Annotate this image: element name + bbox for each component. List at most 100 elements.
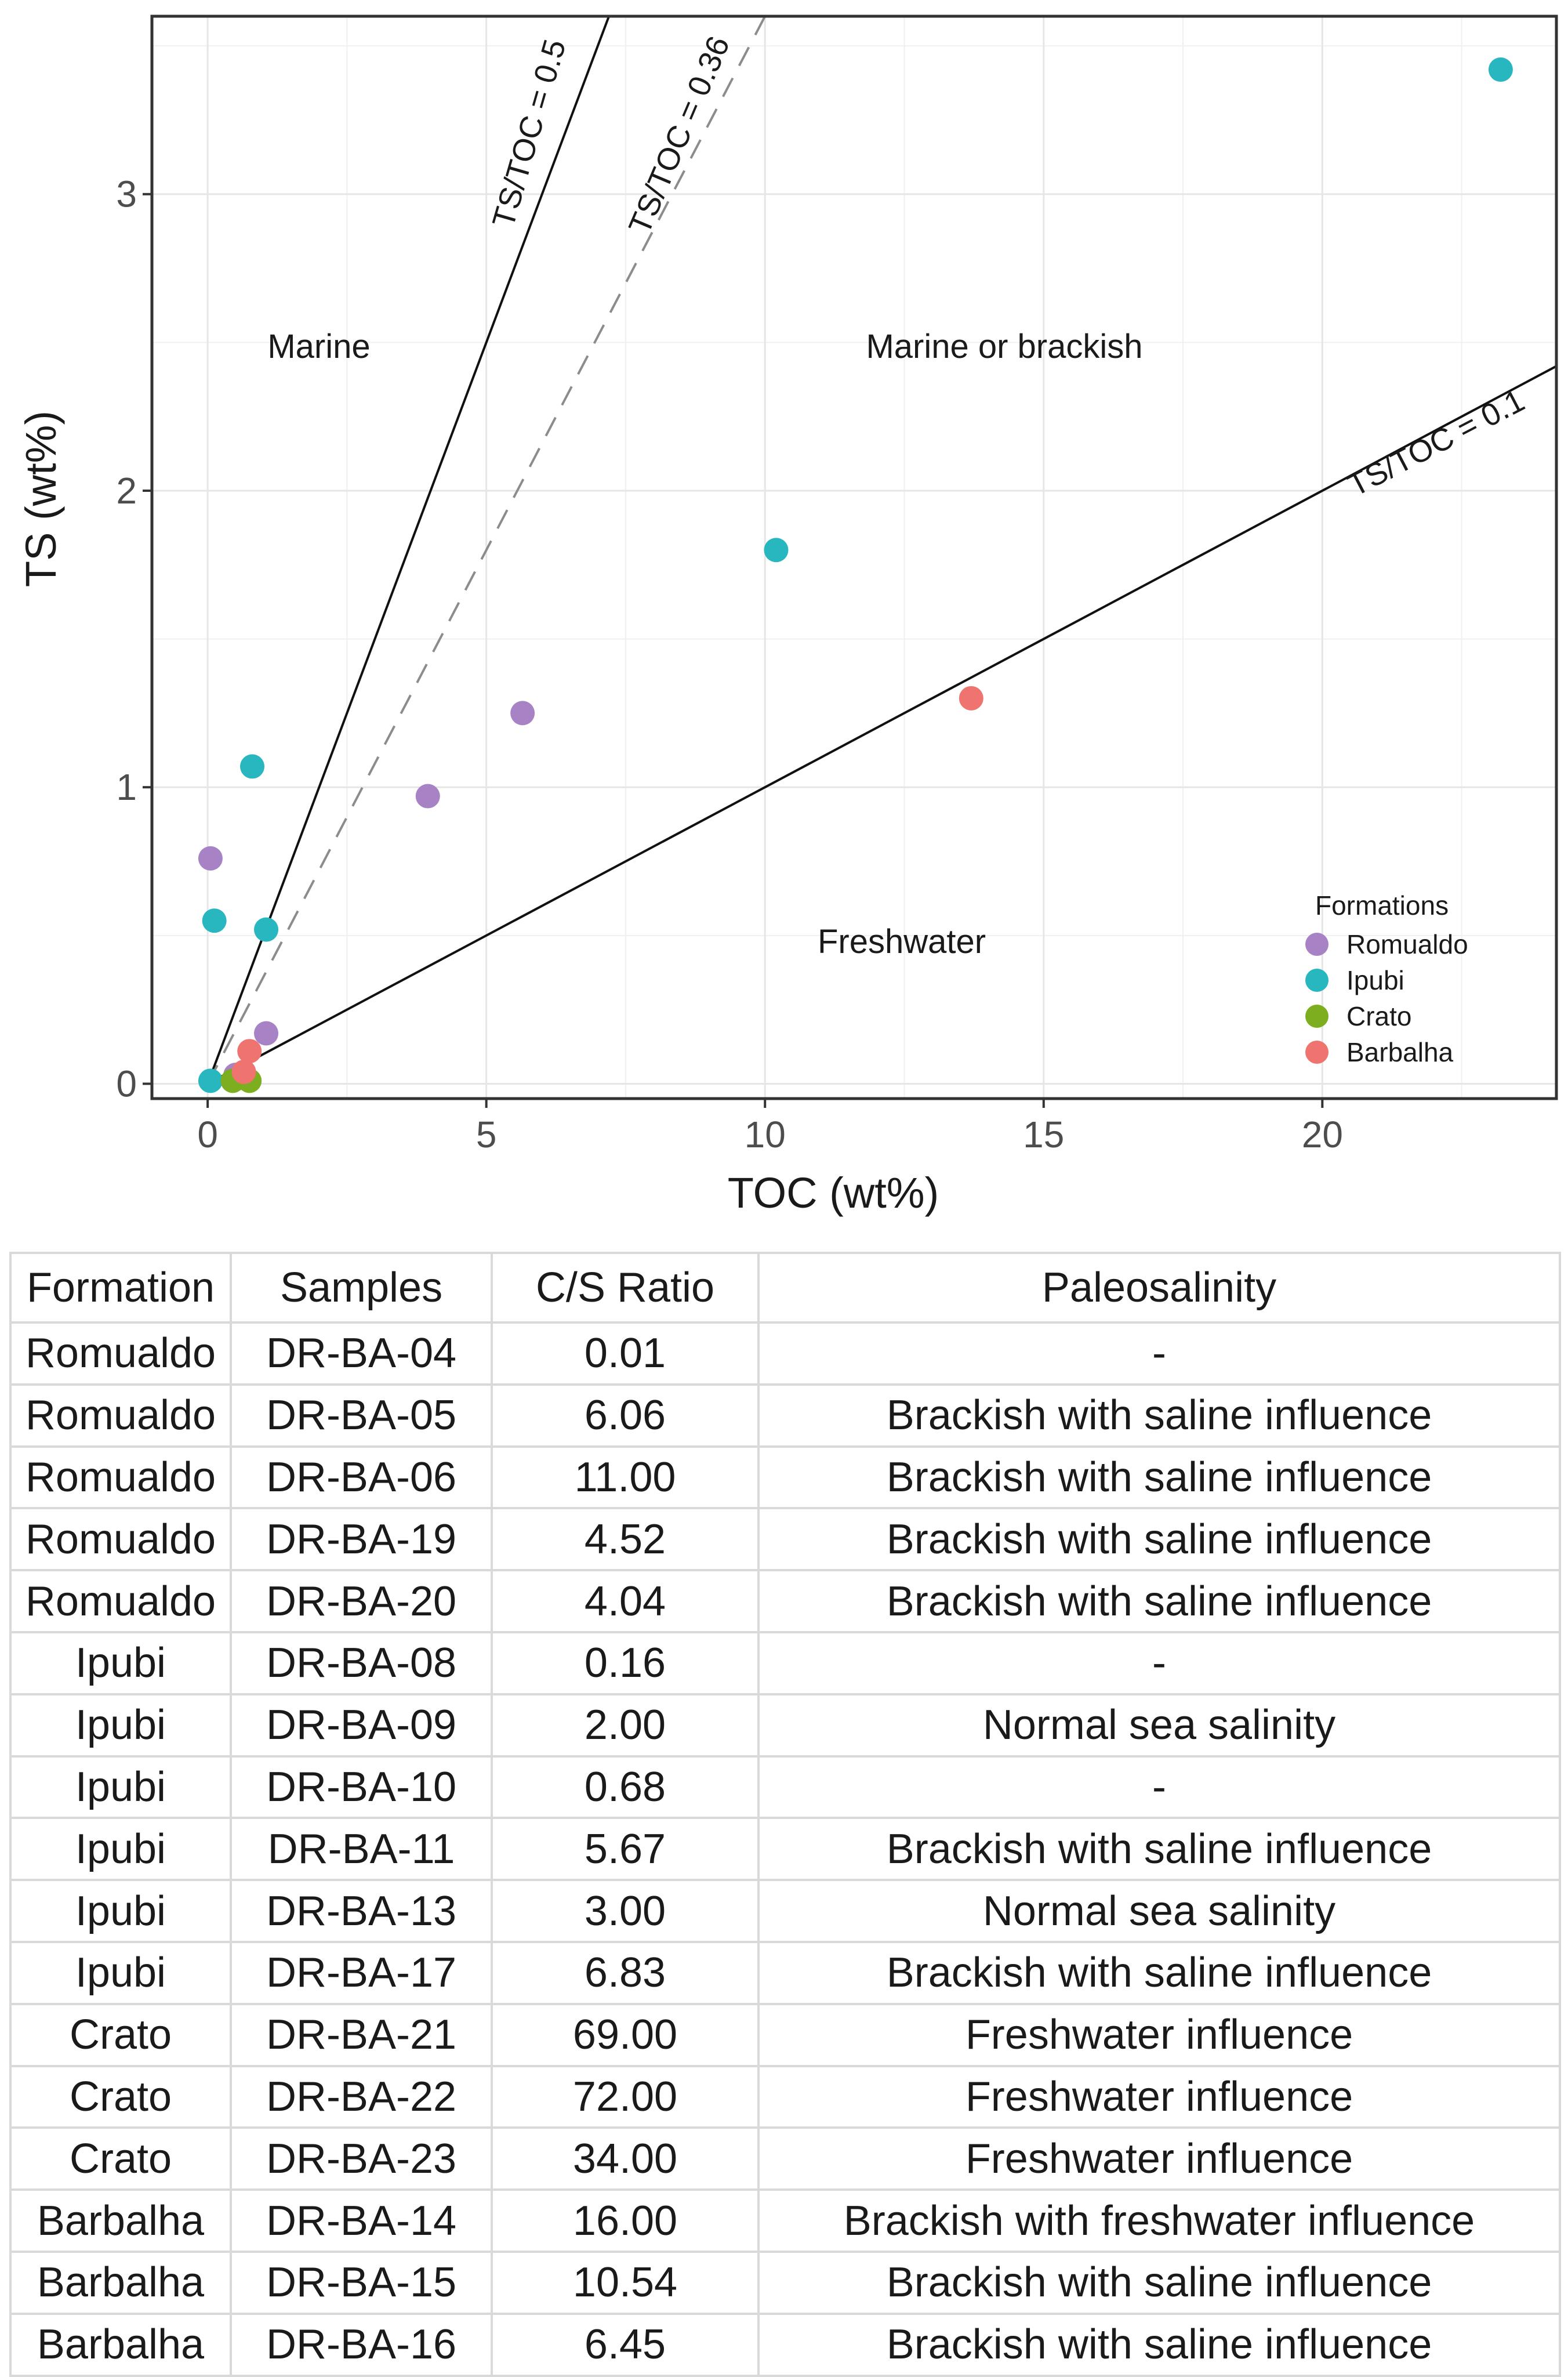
- column-header: Samples: [230, 1252, 493, 1324]
- data-point-barbalha: [237, 1039, 262, 1064]
- table-cell: Normal sea salinity: [757, 1693, 1561, 1758]
- table-cell: Freshwater influence: [757, 2002, 1561, 2067]
- table-row: Romualdo DR-BA-20 4.04 Brackish with saline…: [9, 1569, 1561, 1633]
- table-cell: DR-BA-20: [230, 1569, 493, 1633]
- table-cell: Brackish with freshwater influence: [757, 2188, 1561, 2253]
- region-label-marine-or-brackish: Marine or brackish: [866, 328, 1142, 365]
- table-row: Barbalha DR-BA-14 16.00 Brackish with fresh…: [9, 2188, 1561, 2253]
- table-cell: DR-BA-16: [230, 2312, 493, 2377]
- table-cell: 11.00: [491, 1445, 760, 1510]
- table-cell: 10.54: [491, 2250, 760, 2315]
- table-row: Ipubi DR-BA-09 2.00 Normal sea salinity: [9, 1693, 1561, 1758]
- table-cell: 4.52: [491, 1507, 760, 1572]
- table-row: Crato DR-BA-22 72.00 Freshwater influence: [9, 2064, 1561, 2129]
- table-cell: DR-BA-15: [230, 2250, 493, 2315]
- plot-border: [150, 15, 1558, 1100]
- table-cell: -: [757, 1755, 1561, 1820]
- data-point-romualdo: [254, 1021, 279, 1046]
- y-axis-title: TS (wt%): [17, 411, 65, 587]
- table-cell: 6.83: [491, 1940, 760, 2005]
- table-cell: 5.67: [491, 1817, 760, 1882]
- table-cell: Ipubi: [9, 1693, 232, 1758]
- region-label-freshwater: Freshwater: [818, 923, 986, 961]
- x-tick-label: 0: [197, 1114, 218, 1155]
- table-cell: 72.00: [491, 2064, 760, 2129]
- table-cell: Romualdo: [9, 1321, 232, 1386]
- table-cell: Brackish with saline influence: [757, 1383, 1561, 1448]
- table-cell: DR-BA-17: [230, 1940, 493, 2005]
- table-row: Romualdo DR-BA-06 11.00 Brackish with salin…: [9, 1445, 1561, 1510]
- y-tick-label: 1: [116, 766, 137, 808]
- legend-label: Barbalha: [1346, 1037, 1454, 1067]
- legend-key-romualdo: [1305, 933, 1329, 956]
- table-cell: Brackish with saline influence: [757, 1445, 1561, 1510]
- legend-key-ipubi: [1305, 969, 1329, 992]
- table-cell: Romualdo: [9, 1445, 232, 1510]
- table-row: Ipubi DR-BA-10 0.68-: [9, 1755, 1561, 1820]
- table-cell: Brackish with saline influence: [757, 1940, 1561, 2005]
- data-point-ipubi: [254, 917, 279, 942]
- table-row: Ipubi DR-BA-13 3.00 Normal sea salinity: [9, 1879, 1561, 1943]
- table-cell: 0.16: [491, 1630, 760, 1695]
- table-cell: DR-BA-23: [230, 2126, 493, 2191]
- x-tick-label: 5: [476, 1114, 497, 1155]
- x-tick-label: 15: [1023, 1114, 1064, 1155]
- data-point-ipubi: [202, 908, 227, 933]
- table-cell: DR-BA-04: [230, 1321, 493, 1386]
- table-cell: Brackish with saline influence: [757, 1507, 1561, 1572]
- table-cell: 16.00: [491, 2188, 760, 2253]
- table-cell: 4.04: [491, 1569, 760, 1633]
- table-row: Romualdo DR-BA-04 0.01-: [9, 1321, 1561, 1386]
- table-cell: DR-BA-22: [230, 2064, 493, 2129]
- data-point-ipubi: [240, 754, 264, 779]
- x-tick-label: 10: [745, 1114, 786, 1155]
- table-cell: Romualdo: [9, 1383, 232, 1448]
- y-tick-label: 2: [116, 470, 137, 512]
- table-cell: 6.45: [491, 2312, 760, 2377]
- legend-title: Formations: [1315, 890, 1449, 921]
- region-label-marine: Marine: [267, 328, 370, 365]
- table-cell: Brackish with saline influence: [757, 1569, 1561, 1633]
- table-cell: Ipubi: [9, 1755, 232, 1820]
- table-cell: 3.00: [491, 1879, 760, 1943]
- table-cell: 6.06: [491, 1383, 760, 1448]
- table-cell: Ipubi: [9, 1817, 232, 1882]
- axis-ticks: 0 5 10 15 20 0 1 2 3: [116, 173, 1343, 1155]
- data-point-barbalha: [231, 1059, 256, 1084]
- table-cell: Brackish with saline influence: [757, 2250, 1561, 2315]
- table-cell: Crato: [9, 2126, 232, 2191]
- x-axis-title: TOC (wt%): [728, 1169, 939, 1217]
- table-cell: -: [757, 1321, 1561, 1386]
- table-row: Romualdo DR-BA-19 4.52 Brackish with saline…: [9, 1507, 1561, 1572]
- table-cell: Barbalha: [9, 2312, 232, 2377]
- table-cell: DR-BA-08: [230, 1630, 493, 1695]
- data-point-romualdo: [510, 701, 535, 726]
- table-cell: Ipubi: [9, 1879, 232, 1943]
- table-cell: Brackish with saline influence: [757, 1817, 1561, 1882]
- table-cell: 0.68: [491, 1755, 760, 1820]
- table-cell: Romualdo: [9, 1507, 232, 1572]
- table-row: Ipubi DR-BA-08 0.16-: [9, 1630, 1561, 1695]
- data-point-romualdo: [415, 784, 440, 809]
- data-table: Formation Samples C/S Ratio Paleosalinity R…: [9, 1252, 1561, 2377]
- paleosalinity-table: Formation Samples C/S Ratio Paleosalinity R…: [9, 1252, 1561, 2377]
- table-row: Barbalha DR-BA-16 6.45 Brackish with saline…: [9, 2312, 1561, 2377]
- column-header: Formation: [9, 1252, 232, 1324]
- table-cell: Barbalha: [9, 2250, 232, 2315]
- table-cell: DR-BA-09: [230, 1693, 493, 1758]
- table-row: Crato DR-BA-23 34.00 Freshwater influence: [9, 2126, 1561, 2191]
- table-cell: DR-BA-10: [230, 1755, 493, 1820]
- table-cell: 34.00: [491, 2126, 760, 2191]
- table-cell: Barbalha: [9, 2188, 232, 2253]
- table-cell: DR-BA-06: [230, 1445, 493, 1510]
- table-cell: Freshwater influence: [757, 2126, 1561, 2191]
- table-row: Ipubi DR-BA-17 6.83 Brackish with saline in…: [9, 1940, 1561, 2005]
- table-cell: DR-BA-14: [230, 2188, 493, 2253]
- table-cell: Ipubi: [9, 1940, 232, 2005]
- table-cell: 2.00: [491, 1693, 760, 1758]
- table-cell: Romualdo: [9, 1569, 232, 1633]
- data-point-ipubi: [764, 538, 789, 563]
- table-cell: DR-BA-13: [230, 1879, 493, 1943]
- table-cell: Freshwater influence: [757, 2064, 1561, 2129]
- legend-key-barbalha: [1305, 1041, 1329, 1064]
